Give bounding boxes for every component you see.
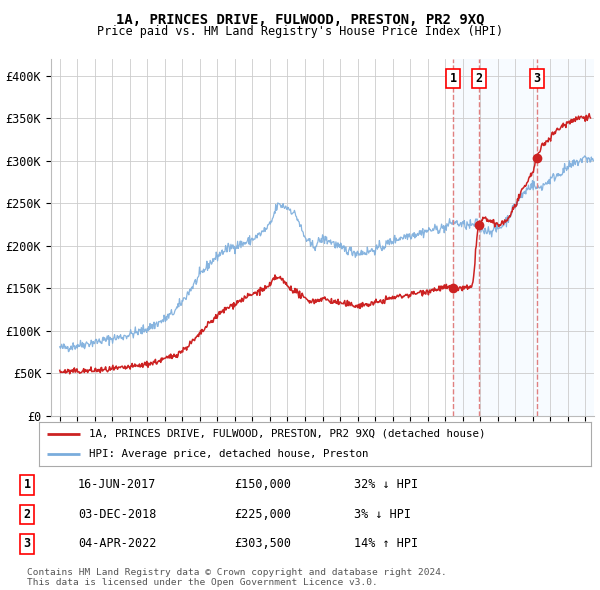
Text: 1: 1 — [449, 72, 457, 85]
Text: 2: 2 — [475, 72, 482, 85]
Text: 16-JUN-2017: 16-JUN-2017 — [78, 478, 157, 491]
Text: Price paid vs. HM Land Registry's House Price Index (HPI): Price paid vs. HM Land Registry's House … — [97, 25, 503, 38]
Text: 1A, PRINCES DRIVE, FULWOOD, PRESTON, PR2 9XQ: 1A, PRINCES DRIVE, FULWOOD, PRESTON, PR2… — [116, 13, 484, 27]
Text: 2: 2 — [23, 508, 31, 521]
Text: Contains HM Land Registry data © Crown copyright and database right 2024.: Contains HM Land Registry data © Crown c… — [27, 568, 447, 577]
Text: 04-APR-2022: 04-APR-2022 — [78, 537, 157, 550]
Text: 1A, PRINCES DRIVE, FULWOOD, PRESTON, PR2 9XQ (detached house): 1A, PRINCES DRIVE, FULWOOD, PRESTON, PR2… — [89, 429, 485, 439]
Text: £303,500: £303,500 — [234, 537, 291, 550]
Text: 1: 1 — [23, 478, 31, 491]
Text: 32% ↓ HPI: 32% ↓ HPI — [354, 478, 418, 491]
Text: £225,000: £225,000 — [234, 508, 291, 521]
Text: 3: 3 — [23, 537, 31, 550]
Text: 03-DEC-2018: 03-DEC-2018 — [78, 508, 157, 521]
Text: This data is licensed under the Open Government Licence v3.0.: This data is licensed under the Open Gov… — [27, 578, 378, 588]
Text: 3% ↓ HPI: 3% ↓ HPI — [354, 508, 411, 521]
Text: 3: 3 — [533, 72, 541, 85]
Bar — [453, 59, 594, 416]
Text: HPI: Average price, detached house, Preston: HPI: Average price, detached house, Pres… — [89, 449, 368, 459]
Text: 14% ↑ HPI: 14% ↑ HPI — [354, 537, 418, 550]
Text: £150,000: £150,000 — [234, 478, 291, 491]
